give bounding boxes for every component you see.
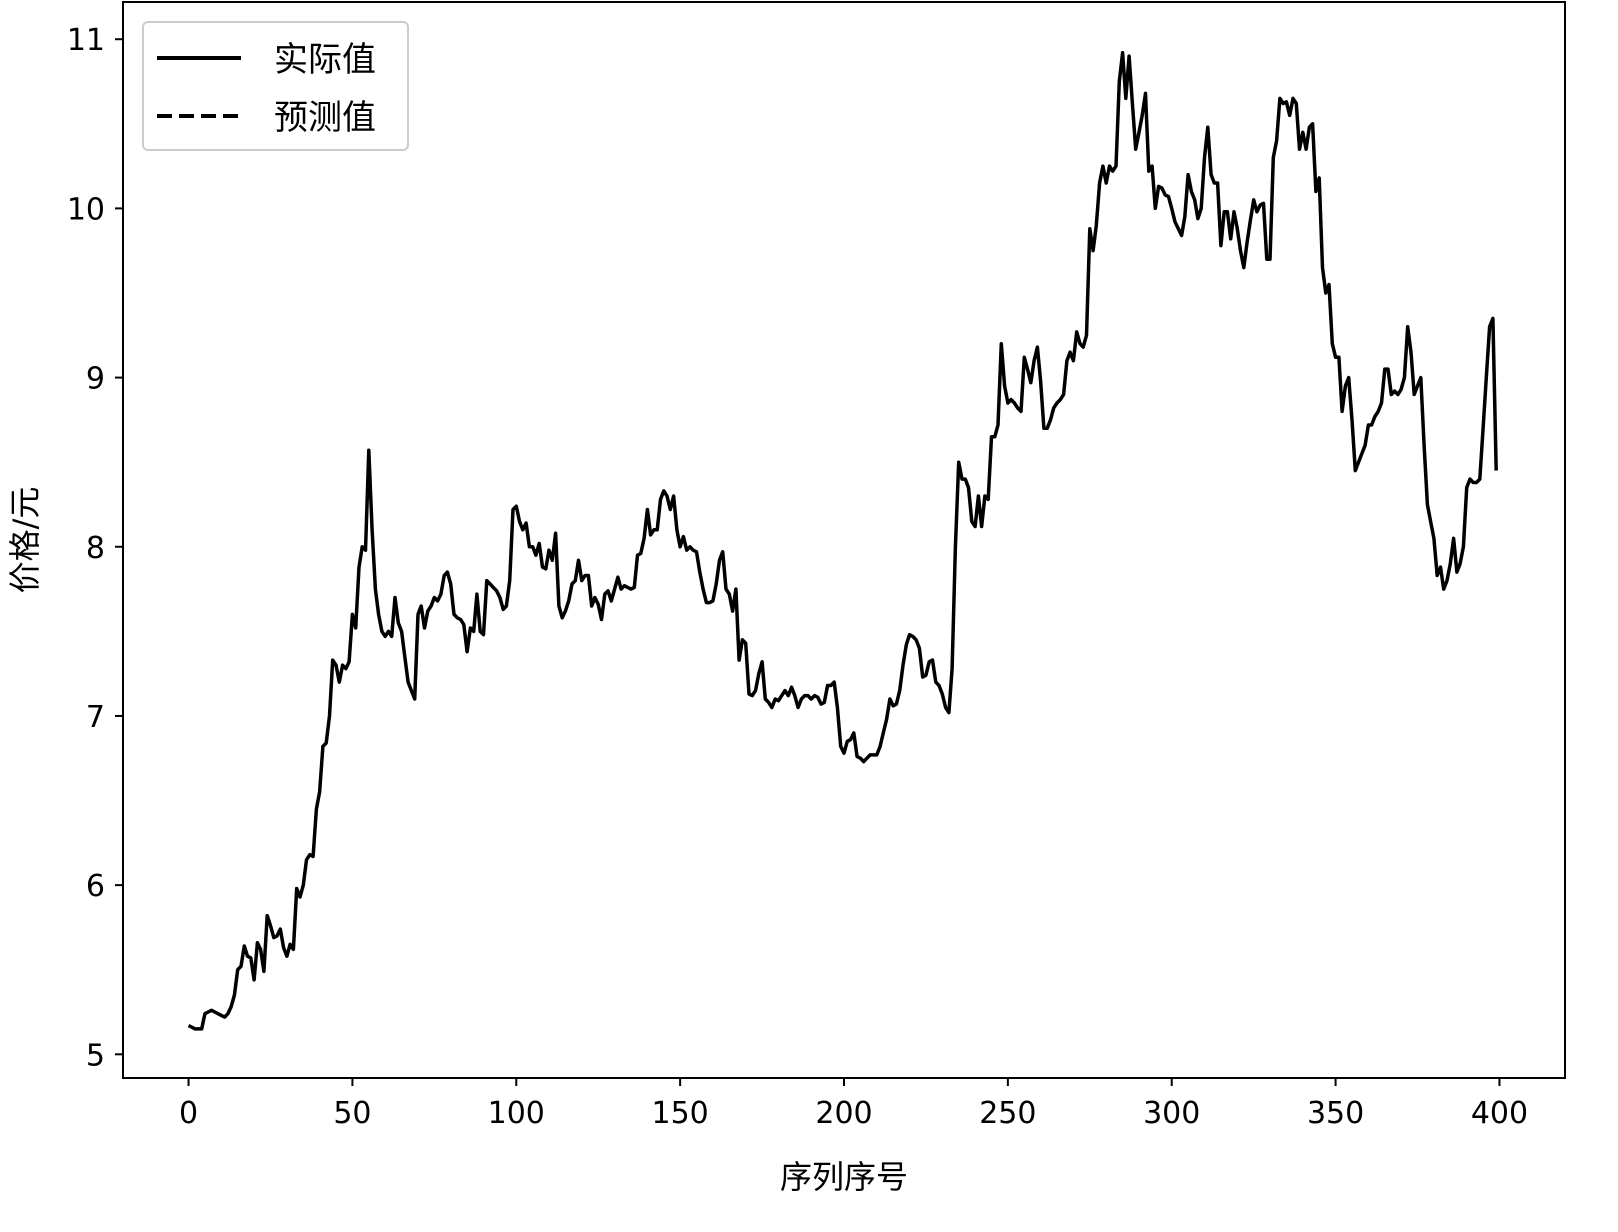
legend: 实际值 预测值 <box>142 21 409 151</box>
legend-label-actual: 实际值 <box>274 40 376 80</box>
x-tick-label: 400 <box>1471 1096 1528 1131</box>
series-line-actual <box>187 51 1498 1031</box>
x-tick-label: 250 <box>979 1096 1036 1131</box>
y-tick-label: 9 <box>86 362 105 397</box>
y-axis-label: 价格/元 <box>6 487 44 594</box>
x-tick-label: 350 <box>1307 1096 1364 1131</box>
y-tick-label: 11 <box>67 23 105 58</box>
x-tick-label: 100 <box>488 1096 545 1131</box>
y-tick-label: 6 <box>86 869 105 904</box>
x-axis-label: 序列序号 <box>780 1158 908 1196</box>
x-tick-label: 0 <box>179 1096 198 1131</box>
y-tick-label: 5 <box>86 1038 105 1073</box>
y-tick-label: 7 <box>86 700 105 735</box>
legend-label-predicted: 预测值 <box>274 98 376 138</box>
x-tick-label: 300 <box>1143 1096 1200 1131</box>
x-tick-label: 50 <box>333 1096 371 1131</box>
axis-ticks: 0 50 100 150 200 250 300 350 400 5 6 7 8 9 10 11 <box>67 23 1528 1131</box>
y-tick-label: 10 <box>67 192 105 227</box>
y-tick-label: 8 <box>86 531 105 566</box>
plot-frame <box>122 1 1566 1079</box>
series-layer <box>187 51 1498 1031</box>
x-tick-label: 150 <box>652 1096 709 1131</box>
x-tick-label: 200 <box>815 1096 872 1131</box>
